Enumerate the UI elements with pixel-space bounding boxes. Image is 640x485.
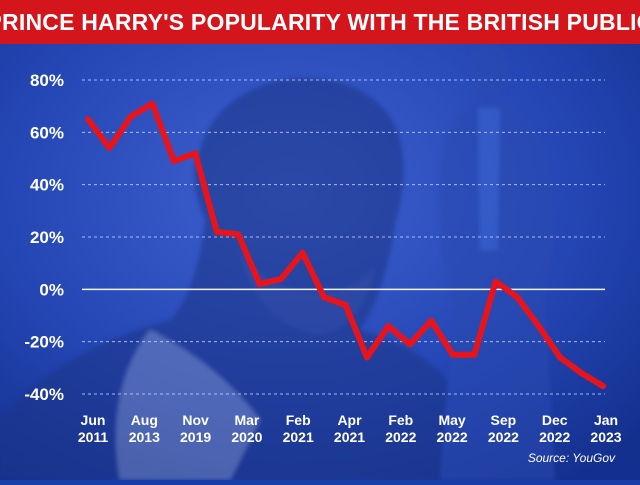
series-line-group [85, 100, 606, 390]
x-tick-label: Nov 2019 [180, 412, 211, 445]
portrait-collar [116, 330, 260, 480]
data-point [256, 281, 263, 288]
x-tick-label: Feb 2022 [385, 412, 416, 445]
standing-figure [439, 43, 555, 480]
x-axis: Jun 2011 Aug 2013 Nov 2019 Mar 2020 Feb 2021 Apr 20… [78, 412, 622, 445]
y-tick-label: -40% [24, 385, 64, 404]
portrait-beard [240, 250, 375, 335]
y-tick-label: 0% [39, 280, 64, 299]
data-point [514, 294, 521, 301]
y-tick-label: 40% [30, 176, 64, 195]
data-point [428, 317, 435, 324]
data-point [342, 302, 349, 308]
data-point [192, 150, 199, 157]
data-point [449, 351, 456, 358]
data-point [471, 351, 478, 358]
x-tick-label: Jun 2011 [78, 412, 109, 445]
data-point [127, 113, 134, 120]
x-tick-label: Aug 2013 [129, 412, 160, 445]
y-tick-label: 60% [30, 123, 64, 142]
x-tick-label: Mar 2020 [231, 412, 262, 445]
data-point [278, 275, 285, 282]
data-point [149, 100, 156, 107]
x-tick-label: Apr 2021 [334, 412, 365, 445]
data-point [170, 158, 177, 165]
data-point [106, 145, 113, 151]
x-tick-label: Dec 2022 [539, 412, 570, 445]
data-point [235, 231, 242, 238]
y-axis: 80% 60% 40% 20% 0% -20% -40% [24, 71, 64, 404]
y-tick-label: 80% [30, 71, 64, 90]
x-tick-label: Jan 2023 [590, 412, 621, 445]
x-tick-label: May 2022 [437, 412, 468, 445]
data-point [364, 354, 370, 361]
data-point [85, 116, 91, 123]
standing-figure-shirt [478, 108, 500, 250]
chart-title: PRINCE HARRY'S POPULARITY WITH THE BRITI… [0, 8, 640, 35]
data-point [299, 249, 306, 256]
gridlines [82, 79, 605, 395]
background-photo [0, 43, 555, 481]
data-point [492, 278, 499, 285]
data-point [578, 370, 585, 377]
data-point [535, 323, 542, 329]
data-point [213, 228, 220, 235]
data-point [557, 354, 564, 361]
data-point [600, 383, 606, 390]
x-tick-label: Sep 2022 [488, 412, 519, 445]
y-tick-label: -20% [24, 333, 64, 352]
data-point [406, 341, 413, 348]
data-point [385, 323, 392, 329]
title-bar: PRINCE HARRY'S POPULARITY WITH THE BRITI… [0, 0, 640, 44]
y-tick-label: 20% [30, 228, 64, 247]
data-point [321, 294, 327, 301]
source-label: Source: YouGov [528, 451, 616, 465]
x-tick-label: Feb 2021 [283, 412, 314, 445]
